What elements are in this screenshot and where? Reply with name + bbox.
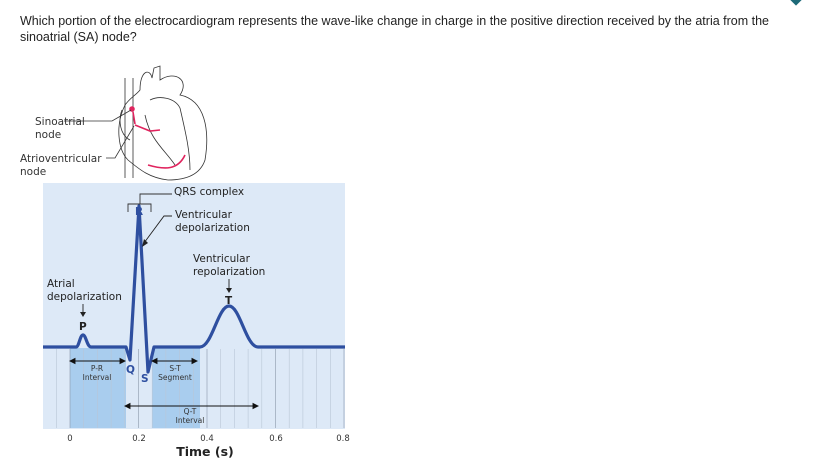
pr-interval-region xyxy=(70,348,126,428)
vdep-pointer xyxy=(143,215,172,244)
st-label: S-T xyxy=(169,364,181,373)
adep-label-2: depolarization xyxy=(47,291,122,303)
vdep-label-2: depolarization xyxy=(175,222,250,234)
st-label-2: Segment xyxy=(158,373,192,382)
question-text: Which portion of the electrocardiogram r… xyxy=(20,14,769,44)
qt-label: Q-T xyxy=(184,407,197,416)
qrs-bracket xyxy=(127,193,172,212)
s-wave-label: S xyxy=(141,373,149,385)
pr-label-2: Interval xyxy=(83,373,112,382)
r-wave-label: R xyxy=(135,206,143,218)
x-axis-label: Time (s) xyxy=(176,444,234,459)
t-wave-label: T xyxy=(225,295,233,307)
heart-label-lines xyxy=(64,109,135,159)
q-wave-label: Q xyxy=(126,364,135,376)
qt-label-2: Interval xyxy=(176,416,205,425)
ecg-waveform xyxy=(43,204,345,374)
vrep-label: Ventricular xyxy=(193,253,251,265)
av-node-label-2: node xyxy=(20,166,46,178)
arrow-icon xyxy=(80,312,86,317)
pr-label: P-R xyxy=(91,364,103,373)
p-wave-label: P xyxy=(79,321,87,333)
arrow-icon xyxy=(123,402,260,410)
av-node-label: Atrioventricular xyxy=(20,153,102,165)
arrow-icon xyxy=(150,357,199,365)
arrow-icon xyxy=(142,239,148,247)
vrep-label-2: repolarization xyxy=(193,266,265,278)
arrow-icon xyxy=(68,357,127,365)
sa-node-label-2: node xyxy=(35,129,61,141)
heart-illustration xyxy=(118,65,208,181)
qrs-label: QRS complex xyxy=(174,186,244,198)
sa-node-label: Sinoatrial xyxy=(35,116,85,128)
conduction-pathway xyxy=(129,106,186,169)
x-tick-label: 0 xyxy=(67,434,72,444)
vdep-label: Ventricular xyxy=(175,209,233,221)
x-tick-label: 0.8 xyxy=(336,434,350,444)
x-tick-label: 0.2 xyxy=(132,434,146,444)
adep-label: Atrial xyxy=(47,278,75,290)
x-tick-label: 0.6 xyxy=(269,434,283,444)
x-tick-label: 0.4 xyxy=(200,434,214,444)
arrow-icon xyxy=(226,288,232,293)
